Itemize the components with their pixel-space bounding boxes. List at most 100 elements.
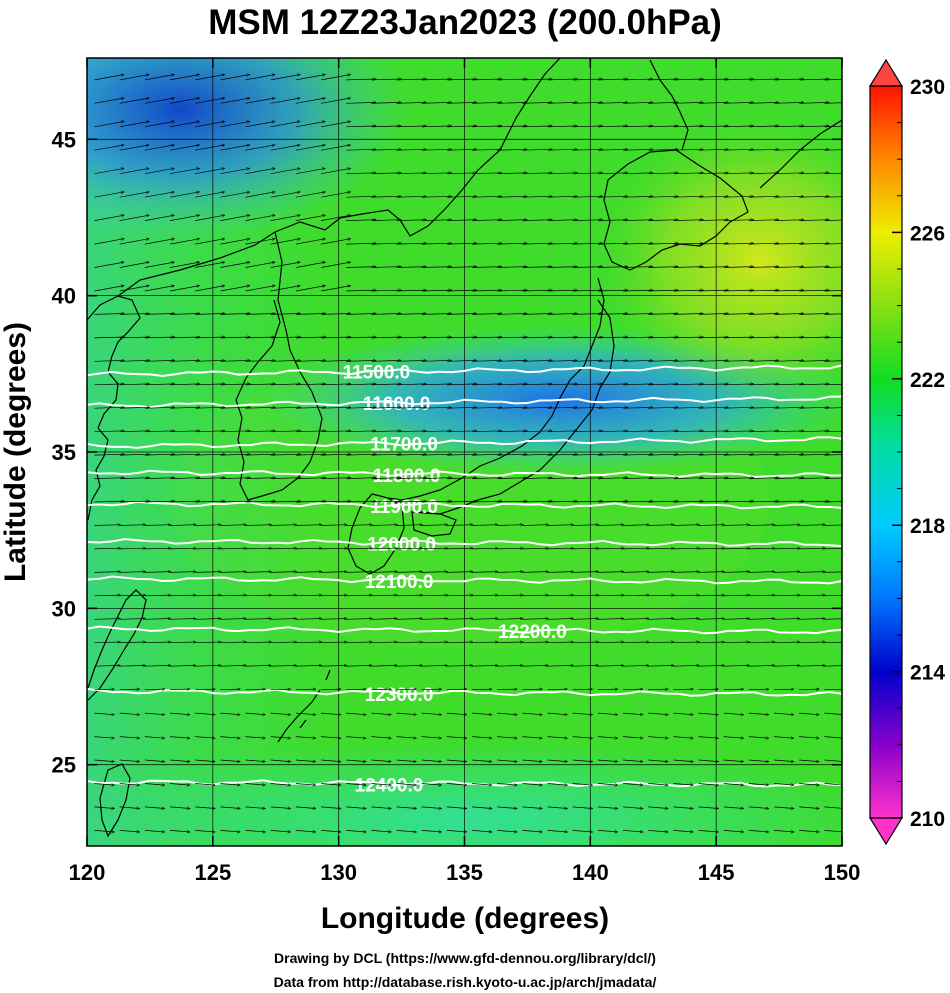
wind-arrow xyxy=(472,665,498,666)
wind-arrow xyxy=(799,79,829,80)
wind-arrow xyxy=(698,314,729,315)
wind-arrow xyxy=(623,173,653,174)
wind-arrow xyxy=(144,619,171,620)
wind-arrow xyxy=(421,830,442,832)
wind-arrow xyxy=(522,314,552,315)
wind-arrow xyxy=(799,454,829,455)
wind-arrow xyxy=(270,98,301,104)
wind-arrow xyxy=(597,478,628,479)
wind-arrow xyxy=(497,196,527,197)
wind-arrow xyxy=(346,572,372,573)
wind-arrow xyxy=(94,121,125,128)
wind-arrow xyxy=(220,689,240,690)
wind-arrow xyxy=(522,220,552,221)
wind-arrow xyxy=(698,665,725,666)
wind-arrow xyxy=(623,79,653,80)
wind-arrow xyxy=(446,407,477,408)
wind-arrow xyxy=(547,759,568,762)
wind-arrow xyxy=(547,501,578,502)
wind-arrow xyxy=(497,689,517,690)
wind-arrow xyxy=(371,783,391,786)
wind-arrow xyxy=(119,239,150,245)
wind-arrow xyxy=(623,478,653,479)
map-plot-area: 11500.0 11600.0 11700.0 11800.0 11900.0 12000… xyxy=(87,58,842,846)
wind-arrow xyxy=(472,759,492,762)
wind-arrow xyxy=(497,360,527,361)
wind-arrow xyxy=(547,736,568,739)
wind-arrow xyxy=(623,102,653,103)
wind-arrow xyxy=(421,149,452,150)
chart-title: MSM 12Z23Jan2023 (200.0hPa) xyxy=(208,3,722,42)
wind-arrow xyxy=(698,384,729,385)
wind-arrow xyxy=(774,102,804,103)
wind-arrow xyxy=(497,173,527,174)
wind-arrow xyxy=(321,759,341,762)
wind-arrow xyxy=(446,102,477,103)
wind-arrow xyxy=(396,478,427,479)
wind-arrow xyxy=(144,783,165,786)
wind-arrow xyxy=(195,548,221,549)
wind-arrow xyxy=(245,239,276,245)
wind-arrow xyxy=(497,220,527,221)
wind-arrow xyxy=(169,806,190,809)
wind-arrow xyxy=(346,806,366,809)
wind-arrow xyxy=(421,196,452,197)
wind-arrow xyxy=(748,267,779,268)
wind-arrow xyxy=(195,239,225,245)
wind-arrow xyxy=(245,286,276,292)
wind-arrow xyxy=(421,360,452,361)
wind-arrow xyxy=(245,525,272,526)
wind-arrow xyxy=(597,243,628,244)
wind-arrow xyxy=(774,79,804,80)
wind-arrow xyxy=(648,478,678,479)
wind-arrow xyxy=(144,431,175,432)
y-tick-label: 45 xyxy=(52,127,76,152)
wind-arrow xyxy=(421,337,452,338)
wind-arrow xyxy=(245,830,266,832)
wind-arrow xyxy=(799,431,829,432)
wind-arrow xyxy=(673,759,693,762)
wind-arrow xyxy=(824,172,842,175)
wind-arrow xyxy=(648,314,678,315)
wind-arrow xyxy=(94,501,125,502)
wind-arrow xyxy=(673,149,703,150)
wind-arrow xyxy=(346,126,376,127)
contour-line xyxy=(87,436,842,449)
wind-arrow xyxy=(648,548,674,549)
wind-arrow xyxy=(220,806,240,809)
wind-arrow xyxy=(472,173,502,174)
wind-arrow xyxy=(824,501,842,503)
wind-arrow xyxy=(799,572,825,573)
wind-arrow xyxy=(421,220,452,221)
wind-arrow xyxy=(547,290,578,291)
wind-arrow xyxy=(446,79,477,80)
wind-arrow xyxy=(522,689,542,690)
wind-arrow xyxy=(321,407,351,408)
wind-arrow xyxy=(774,454,804,455)
wind-arrow xyxy=(396,572,423,573)
wind-arrow xyxy=(119,360,150,361)
wind-arrow xyxy=(673,454,703,455)
wind-arrow xyxy=(648,595,674,596)
wind-arrow xyxy=(497,619,523,620)
wind-arrow xyxy=(396,454,427,455)
wind-arrow xyxy=(94,689,115,690)
wind-arrow xyxy=(270,454,301,455)
wind-arrow xyxy=(270,736,291,739)
wind-arrow xyxy=(748,431,779,432)
wind-arrow xyxy=(723,126,754,127)
wind-arrow xyxy=(220,431,250,432)
wind-arrow xyxy=(119,407,150,408)
wind-arrow xyxy=(144,239,175,245)
wind-arrow xyxy=(119,478,150,479)
wind-arrow xyxy=(446,759,467,762)
wind-arrow xyxy=(169,145,200,151)
wind-arrow xyxy=(497,501,527,502)
wind-arrow xyxy=(774,689,794,690)
wind-arrow xyxy=(446,806,467,809)
wind-arrow xyxy=(547,220,578,221)
wind-arrow xyxy=(295,712,316,715)
wind-arrow xyxy=(94,239,125,245)
wind-arrow xyxy=(119,286,150,292)
wind-arrow xyxy=(472,149,502,150)
